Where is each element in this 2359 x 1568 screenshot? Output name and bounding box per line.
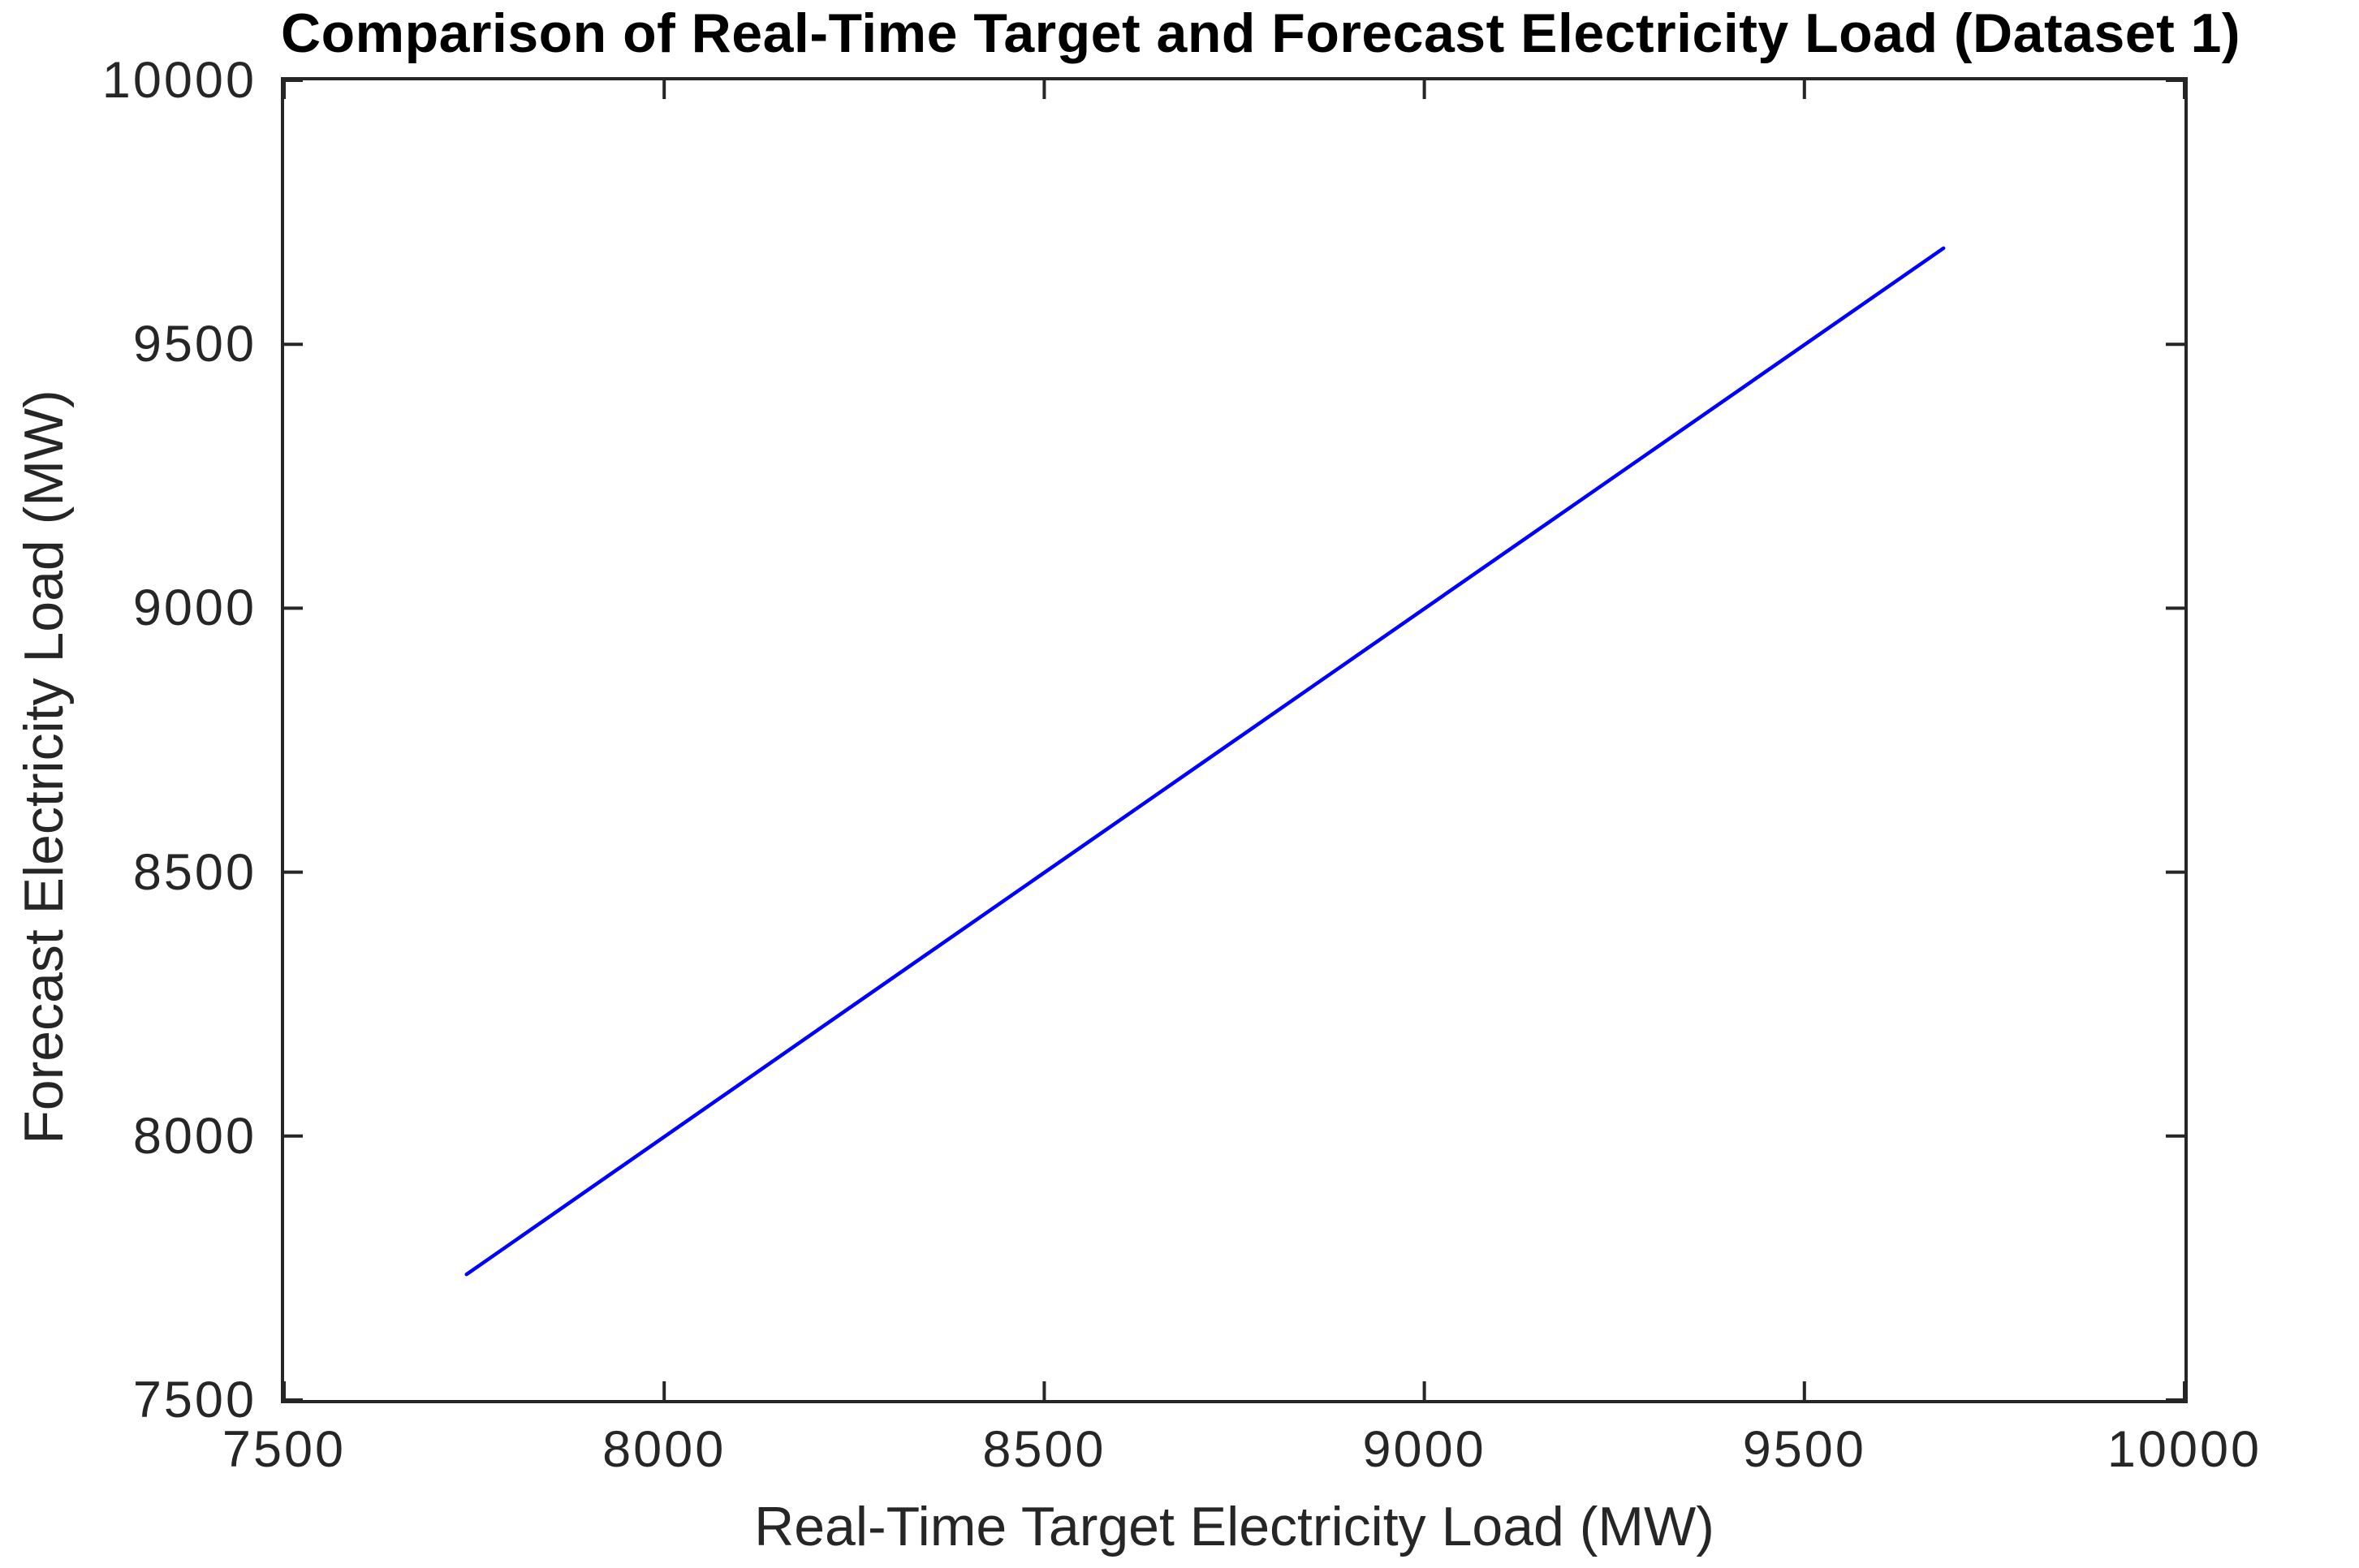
x-tick-label: 8000 (602, 1421, 727, 1478)
chart-title: Comparison of Real-Time Target and Forec… (281, 2, 2241, 64)
x-axis-label: Real-Time Target Electricity Load (MW) (754, 1496, 1714, 1557)
y-axis-label: Forecast Electricity Load (MW) (13, 390, 75, 1144)
y-tick-label: 9000 (132, 579, 257, 637)
y-tick-label: 10000 (101, 52, 257, 109)
x-tick-label: 9000 (1362, 1421, 1486, 1478)
y-tick-label: 8500 (132, 843, 257, 901)
series-line (464, 246, 1946, 1277)
plot-canvas (284, 80, 2184, 1400)
y-tick-label: 7500 (132, 1372, 257, 1428)
y-tick-label: 9500 (132, 316, 257, 373)
x-tick-label: 9500 (1742, 1421, 1866, 1478)
y-tick-label: 8000 (132, 1107, 257, 1165)
x-tick-label: 7500 (222, 1421, 347, 1478)
x-tick-label: 10000 (2107, 1421, 2262, 1478)
plot-area (281, 77, 2188, 1403)
x-tick-label: 8500 (982, 1421, 1106, 1478)
